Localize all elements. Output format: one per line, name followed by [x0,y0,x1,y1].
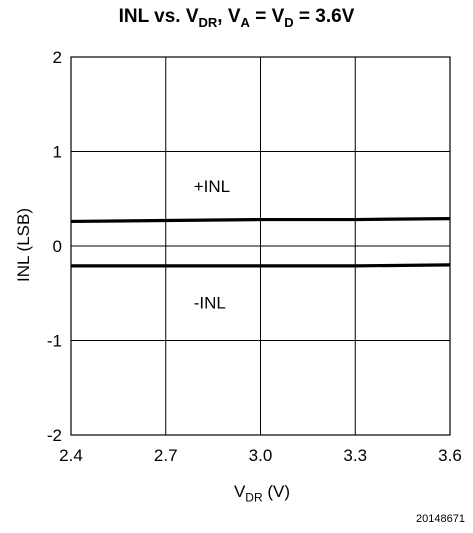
series-label-0: +INL [194,177,230,196]
series-label-1: -INL [194,294,226,313]
y-tick-label-1: 1 [53,143,62,162]
x-tick-label-2: 3.0 [249,446,273,465]
x-tick-label-1: 2.7 [154,446,178,465]
x-axis-label: VDR (V) [234,482,290,504]
x-tick-label-0: 2.4 [59,446,83,465]
y-tick-label-0: 2 [53,48,62,67]
y-tick-label-2: 0 [53,237,62,256]
y-tick-label-3: -1 [47,332,62,351]
x-tick-label-3: 3.3 [343,446,367,465]
y-axis-label: INL (LSB) [14,208,34,282]
series-line-1 [71,265,450,266]
figure-id: 20148671 [416,513,465,525]
series-line-0 [71,219,450,222]
x-tick-label-4: 3.6 [438,446,462,465]
y-tick-label-4: -2 [47,426,62,445]
